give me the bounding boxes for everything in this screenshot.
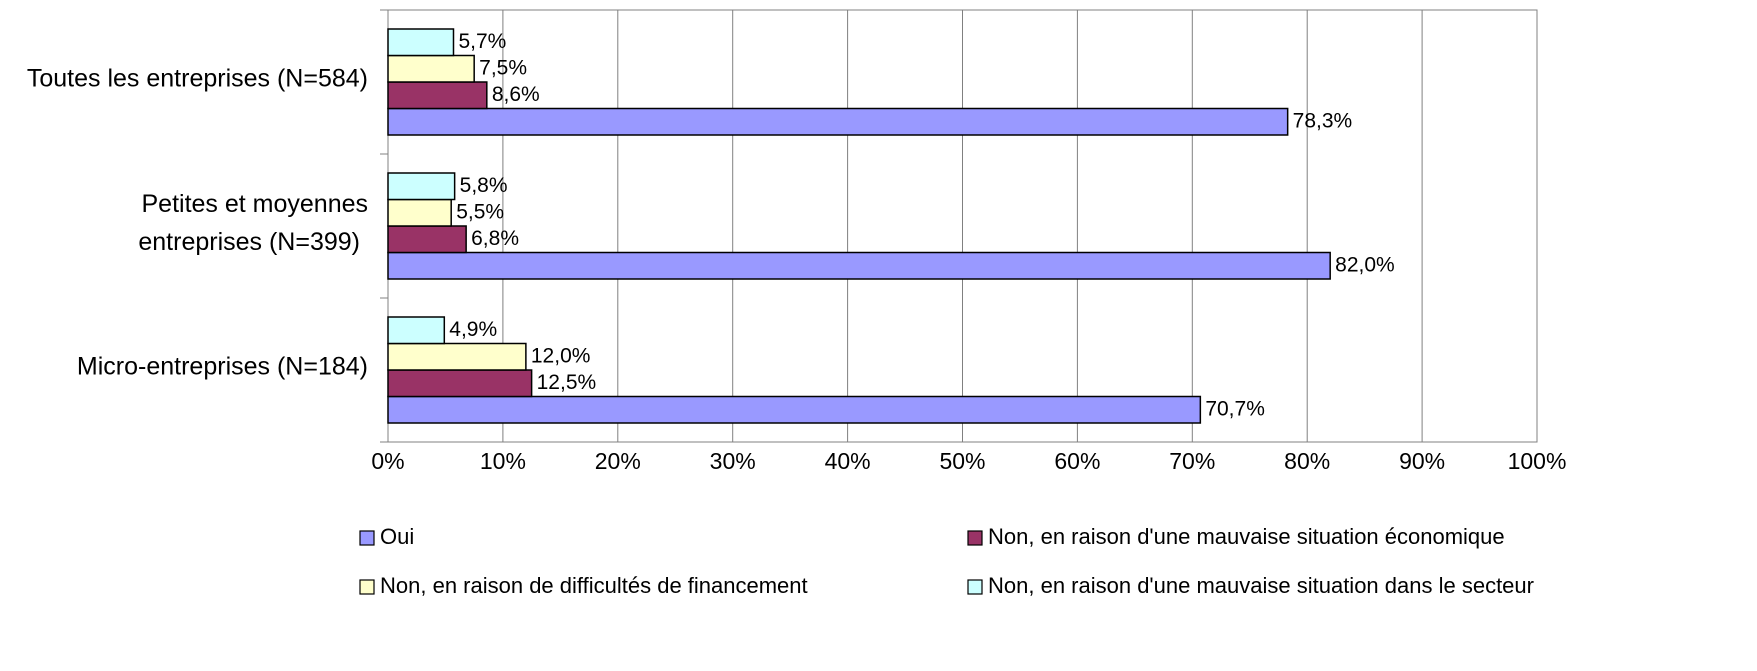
category-label: Micro-entreprises (N=184) <box>77 353 368 381</box>
value-label: 4,9% <box>449 318 497 341</box>
legend-label: Non, en raison d'une mauvaise situation … <box>988 573 1534 598</box>
legend-swatch <box>967 530 983 546</box>
bar <box>387 107 1289 136</box>
x-tick-label: 90% <box>1399 448 1445 474</box>
legend-swatch <box>359 530 375 546</box>
value-label: 78,3% <box>1293 109 1353 132</box>
value-label: 12,5% <box>537 371 597 394</box>
x-tick-label: 30% <box>710 448 756 474</box>
bar <box>387 369 533 398</box>
value-label: 7,5% <box>479 56 527 79</box>
bar <box>387 81 488 110</box>
bar <box>387 198 452 227</box>
x-tick-label: 70% <box>1169 448 1215 474</box>
x-tick-label: 80% <box>1284 448 1330 474</box>
bar <box>387 172 456 201</box>
bar <box>387 251 1331 280</box>
legend-swatch <box>359 579 375 595</box>
category-label: Toutes les entreprises (N=584) <box>27 65 368 93</box>
bar <box>387 316 446 345</box>
value-label: 5,7% <box>458 30 506 53</box>
legend-label: Non, en raison d'une mauvaise situation … <box>988 524 1505 549</box>
category-label: Petites et moyennes entreprises (N=399) <box>138 190 368 256</box>
value-label: 82,0% <box>1335 253 1395 276</box>
x-tick-label: 60% <box>1054 448 1100 474</box>
bar <box>387 395 1202 424</box>
value-label: 5,8% <box>460 174 508 197</box>
x-tick-label: 40% <box>825 448 871 474</box>
bar <box>387 225 467 254</box>
bar <box>387 28 455 57</box>
x-tick-label: 0% <box>371 448 404 474</box>
x-tick-label: 10% <box>480 448 526 474</box>
legend-label: Non, en raison de difficultés de finance… <box>380 573 808 598</box>
value-label: 6,8% <box>471 227 519 250</box>
value-label: 12,0% <box>531 344 591 367</box>
value-label: 70,7% <box>1205 397 1265 420</box>
value-label: 5,5% <box>456 200 504 223</box>
x-tick-label: 100% <box>1508 448 1567 474</box>
legend-swatch <box>967 579 983 595</box>
x-tick-label: 50% <box>939 448 985 474</box>
bar <box>387 342 527 371</box>
value-label: 8,6% <box>492 83 540 106</box>
x-tick-label: 20% <box>595 448 641 474</box>
bar <box>387 54 475 83</box>
legend-label: Oui <box>380 524 414 549</box>
